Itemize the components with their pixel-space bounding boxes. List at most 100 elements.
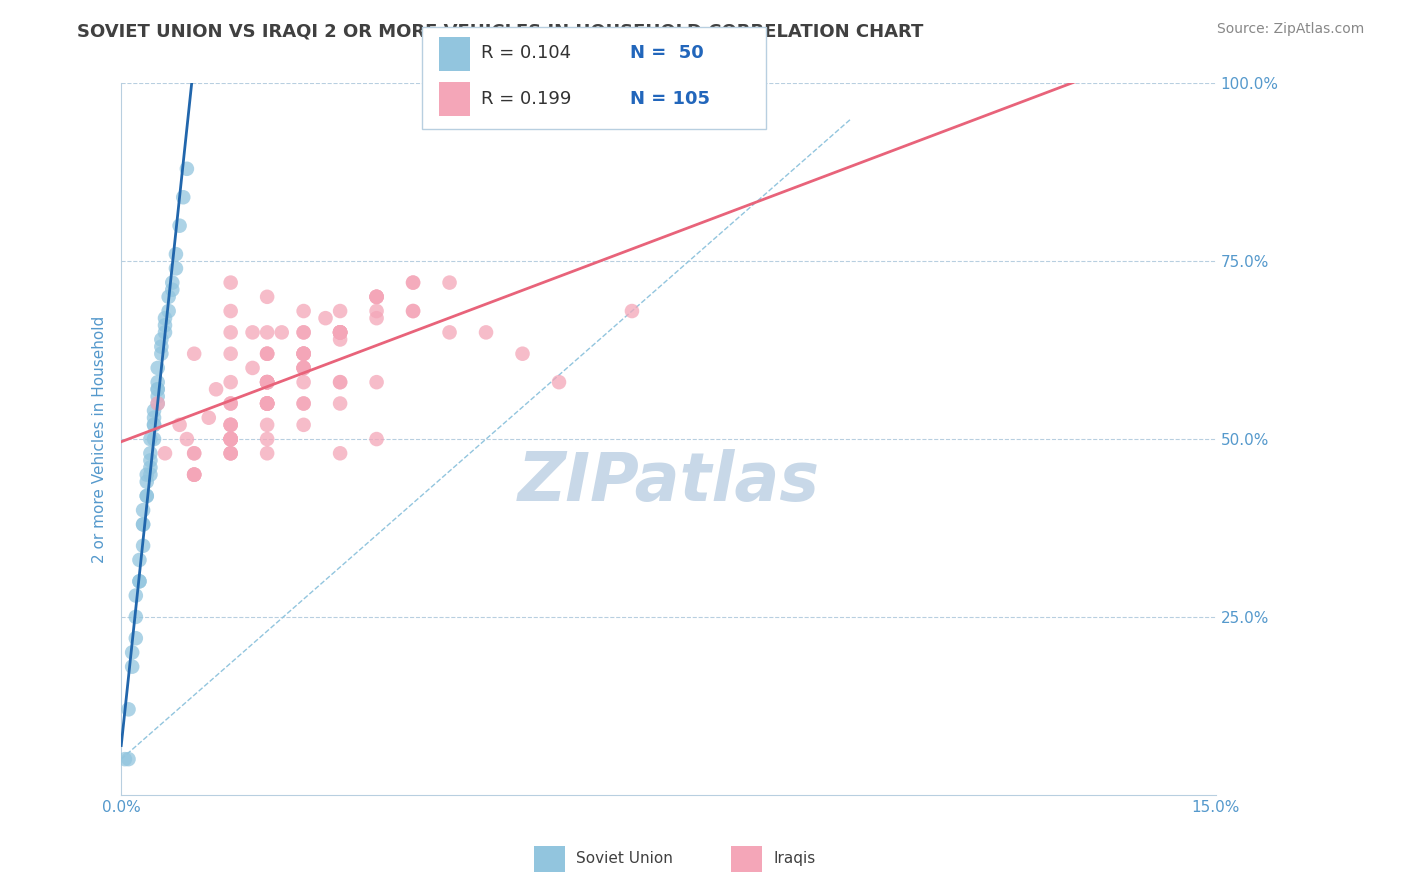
Point bbox=[128, 574, 150, 589]
Point bbox=[125, 610, 148, 624]
Point bbox=[256, 396, 278, 410]
Point bbox=[139, 446, 162, 460]
Point bbox=[256, 290, 278, 304]
Point bbox=[402, 304, 425, 318]
Point bbox=[146, 360, 169, 375]
Point bbox=[329, 326, 352, 340]
Point bbox=[292, 347, 315, 361]
Point bbox=[329, 326, 352, 340]
Point bbox=[183, 446, 205, 460]
Point bbox=[256, 396, 278, 410]
Point bbox=[270, 326, 292, 340]
Text: SOVIET UNION VS IRAQI 2 OR MORE VEHICLES IN HOUSEHOLD CORRELATION CHART: SOVIET UNION VS IRAQI 2 OR MORE VEHICLES… bbox=[77, 22, 924, 40]
Point bbox=[219, 432, 242, 446]
Point bbox=[439, 326, 461, 340]
Point bbox=[256, 432, 278, 446]
Point bbox=[150, 340, 173, 354]
Point bbox=[162, 276, 184, 290]
Text: Iraqis: Iraqis bbox=[773, 852, 815, 866]
Point bbox=[146, 396, 169, 410]
Point bbox=[548, 375, 571, 389]
Point bbox=[256, 347, 278, 361]
Point bbox=[366, 311, 388, 326]
Point bbox=[132, 539, 155, 553]
Text: ZIPatlas: ZIPatlas bbox=[517, 449, 820, 515]
Point bbox=[128, 574, 150, 589]
Text: R = 0.199: R = 0.199 bbox=[481, 90, 571, 108]
Point bbox=[139, 467, 162, 482]
Point bbox=[256, 375, 278, 389]
Point bbox=[242, 326, 264, 340]
Point bbox=[292, 326, 315, 340]
Point bbox=[329, 396, 352, 410]
Point bbox=[132, 503, 155, 517]
Point bbox=[219, 432, 242, 446]
Point bbox=[219, 375, 242, 389]
Point bbox=[292, 417, 315, 432]
Point bbox=[512, 347, 534, 361]
Point bbox=[256, 347, 278, 361]
Point bbox=[256, 375, 278, 389]
Point bbox=[256, 375, 278, 389]
Point bbox=[153, 311, 176, 326]
Point bbox=[366, 290, 388, 304]
Point bbox=[125, 589, 148, 603]
Point bbox=[256, 396, 278, 410]
Point bbox=[117, 702, 139, 716]
Point bbox=[135, 489, 157, 503]
Point bbox=[439, 276, 461, 290]
Point bbox=[256, 396, 278, 410]
Point bbox=[402, 304, 425, 318]
Point bbox=[292, 347, 315, 361]
Point bbox=[135, 475, 157, 489]
Point bbox=[256, 417, 278, 432]
Point bbox=[292, 360, 315, 375]
Point bbox=[157, 290, 180, 304]
Point bbox=[292, 360, 315, 375]
Point bbox=[329, 326, 352, 340]
Point bbox=[197, 410, 219, 425]
Point bbox=[183, 347, 205, 361]
Point bbox=[256, 375, 278, 389]
Point bbox=[146, 375, 169, 389]
Point bbox=[256, 396, 278, 410]
Point bbox=[402, 276, 425, 290]
Point bbox=[256, 446, 278, 460]
Point bbox=[315, 311, 337, 326]
Point bbox=[143, 410, 166, 425]
Point bbox=[183, 467, 205, 482]
Point bbox=[135, 467, 157, 482]
Point bbox=[146, 389, 169, 403]
Point bbox=[256, 396, 278, 410]
Point bbox=[329, 375, 352, 389]
Point bbox=[219, 446, 242, 460]
Y-axis label: 2 or more Vehicles in Household: 2 or more Vehicles in Household bbox=[93, 316, 107, 563]
Point bbox=[292, 396, 315, 410]
Text: Source: ZipAtlas.com: Source: ZipAtlas.com bbox=[1216, 22, 1364, 37]
Point bbox=[219, 347, 242, 361]
Point bbox=[402, 276, 425, 290]
Point bbox=[242, 360, 264, 375]
Point bbox=[139, 432, 162, 446]
Point bbox=[169, 417, 191, 432]
Point bbox=[157, 304, 180, 318]
Point bbox=[292, 360, 315, 375]
Point bbox=[150, 347, 173, 361]
Point bbox=[183, 467, 205, 482]
Point bbox=[256, 375, 278, 389]
Point bbox=[132, 517, 155, 532]
Point bbox=[139, 453, 162, 467]
Point bbox=[219, 304, 242, 318]
Point bbox=[132, 517, 155, 532]
Point bbox=[256, 396, 278, 410]
Point bbox=[366, 290, 388, 304]
Point bbox=[143, 417, 166, 432]
Point bbox=[292, 360, 315, 375]
Point bbox=[219, 417, 242, 432]
Point bbox=[256, 347, 278, 361]
Point bbox=[329, 333, 352, 347]
Point bbox=[219, 432, 242, 446]
Point bbox=[150, 333, 173, 347]
Point bbox=[329, 326, 352, 340]
Point bbox=[256, 326, 278, 340]
